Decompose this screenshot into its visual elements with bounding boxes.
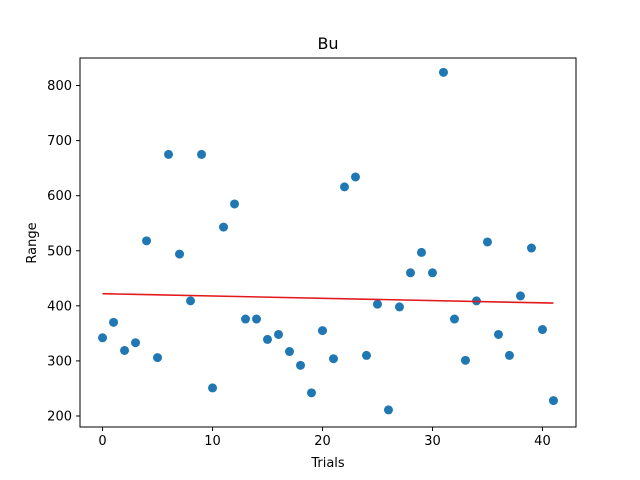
y-tick-label: 500	[47, 244, 72, 259]
data-point	[504, 350, 514, 360]
y-tick-label: 600	[47, 189, 72, 204]
data-point	[175, 249, 185, 259]
trend-line	[102, 292, 554, 304]
data-point	[526, 243, 536, 253]
x-axis-label: Trials	[310, 456, 345, 471]
y-tick-label: 300	[47, 354, 72, 369]
y-tick-label: 800	[47, 79, 72, 94]
data-point	[274, 329, 284, 339]
data-point	[230, 199, 240, 209]
data-point	[263, 334, 273, 344]
data-point	[548, 396, 558, 406]
data-point	[142, 236, 152, 246]
data-point	[164, 149, 174, 159]
data-point	[372, 299, 382, 309]
plot-frame	[79, 57, 577, 428]
data-point	[120, 345, 130, 355]
data-point	[537, 325, 547, 335]
y-axis-label: Range	[25, 222, 40, 263]
x-tick-label: 0	[98, 434, 106, 449]
x-tick-label: 40	[534, 434, 551, 449]
y-tick-label: 700	[47, 134, 72, 149]
data-point	[307, 388, 317, 398]
data-point	[318, 326, 328, 336]
data-point	[328, 354, 338, 364]
data-point	[394, 302, 404, 312]
chart-title: Bu	[317, 34, 338, 53]
data-point	[98, 333, 108, 343]
data-point	[350, 172, 360, 182]
data-point	[296, 360, 306, 370]
plot-marks	[98, 67, 558, 415]
data-point	[109, 317, 119, 327]
data-point	[493, 329, 503, 339]
x-tick-label: 30	[424, 434, 441, 449]
data-point	[186, 296, 196, 306]
data-point	[252, 314, 262, 324]
data-point	[460, 355, 470, 365]
x-tick-label: 10	[204, 434, 221, 449]
data-point	[153, 353, 163, 363]
data-point	[339, 182, 349, 192]
data-point	[482, 237, 492, 247]
y-axis-ticks: 200 300 400 500 600 700 800	[47, 79, 80, 424]
data-point	[416, 247, 426, 257]
data-point	[361, 350, 371, 360]
data-point	[131, 338, 141, 348]
y-tick-label: 400	[47, 299, 72, 314]
data-point	[219, 222, 229, 232]
x-axis-ticks: 0 10 20 30 40	[98, 427, 551, 449]
data-point	[438, 67, 448, 77]
data-point	[208, 383, 218, 393]
data-point	[427, 268, 437, 278]
data-point	[515, 291, 525, 301]
x-tick-label: 20	[314, 434, 331, 449]
data-point	[405, 268, 415, 278]
y-tick-label: 200	[47, 409, 72, 424]
data-point	[197, 149, 207, 159]
data-point	[449, 314, 459, 324]
data-point	[241, 314, 251, 324]
data-point	[383, 405, 393, 415]
data-point	[285, 347, 295, 357]
